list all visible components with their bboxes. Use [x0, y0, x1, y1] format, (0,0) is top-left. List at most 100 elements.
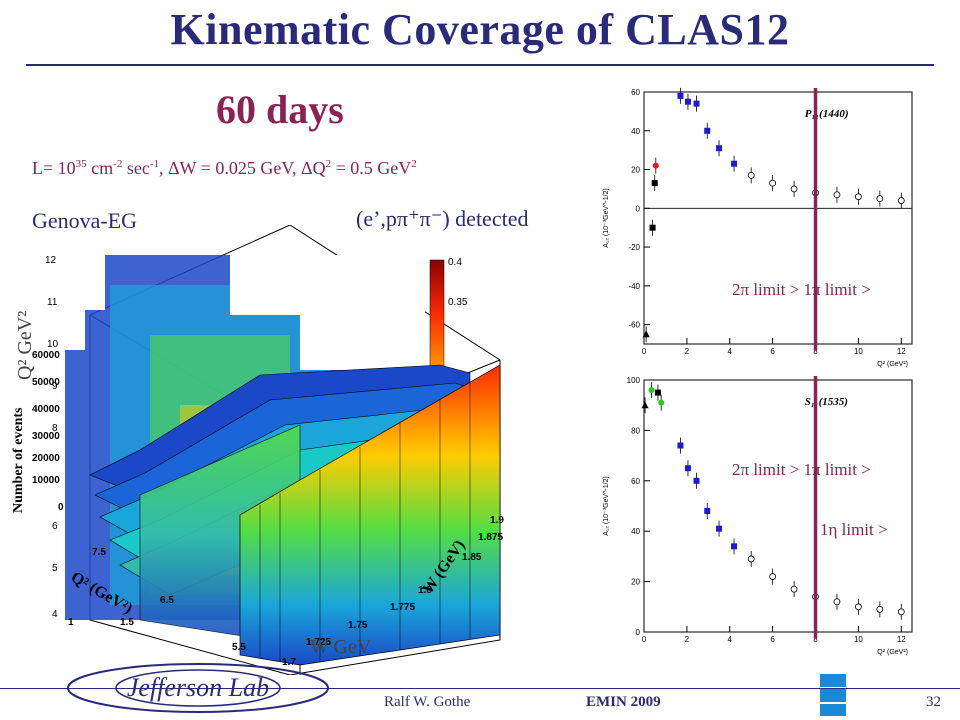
y-tick-label: 0 — [636, 628, 641, 637]
scale-tick-0.35: 0.35 — [448, 297, 468, 308]
x-axis-label: Q² (GeV²) — [877, 649, 908, 656]
lumi-l: L= 10 — [32, 158, 76, 178]
x-tick-label: 12 — [897, 347, 906, 356]
y-tick-label: 60 — [631, 477, 640, 486]
x-tick-label: 8 — [813, 347, 818, 356]
data-point — [704, 127, 711, 134]
y-tick-label: 40 — [631, 527, 640, 536]
w-tick-1.8: 1.8 — [418, 585, 432, 596]
plot-frame — [643, 91, 913, 345]
footer-author: Ralf W. Gothe — [384, 694, 471, 710]
days-heading: 60 days — [216, 87, 344, 132]
data-point — [876, 605, 884, 613]
x-tick-label: 4 — [728, 347, 733, 356]
data-point — [654, 389, 661, 396]
y-tick-label: 80 — [631, 426, 640, 435]
data-point — [658, 399, 665, 406]
footer-rule — [0, 688, 960, 689]
jefferson-lab-logo: Jefferson Lab — [67, 663, 329, 713]
w-tick-1.75: 1.75 — [348, 620, 368, 631]
data-point — [833, 598, 841, 606]
data-point — [876, 195, 884, 203]
data-point — [704, 508, 711, 515]
x-tick-label: 2 — [685, 635, 690, 644]
data-point — [731, 543, 738, 550]
z-tick-20000: 20000 — [32, 453, 60, 464]
z-axis-label: Number of events — [11, 407, 26, 513]
x-tick-label: 0 — [642, 635, 647, 644]
y-axis-label: A₁₂ (10⁻³GeV^-1/2) — [603, 188, 610, 248]
plot-title: P₁₁(1440) — [805, 108, 849, 120]
z-axis: 60000 50000 40000 30000 20000 10000 0 Nu… — [11, 350, 64, 513]
q2-tick-9: 9 — [52, 381, 58, 392]
luminosity-line: L= 1035 cm-2 sec-1, ΔW = 0.025 GeV, ΔQ2 … — [32, 158, 417, 179]
footer-page-number: 32 — [926, 694, 941, 710]
lego-histogram — [89, 364, 501, 666]
data-point — [677, 442, 684, 449]
lumi-q-exp: 2 — [325, 158, 332, 170]
s11-plot: 100 80 60 40 20 00 2 4 6 8 10 12 A₁₂ (10⁻³GeV^-1/2) Q… — [603, 376, 913, 656]
y-tick-label: 60 — [631, 88, 640, 97]
x-tick-label: 2 — [685, 347, 690, 356]
data-point — [833, 191, 841, 199]
q2-tick-11: 11 — [47, 297, 58, 308]
x-tick-label: 12 — [897, 635, 906, 644]
p11-plot: 60 40 20 0 -20 -40 -60 0 2 4 6 8 10 12 A₁₂ (10⁻³GeV^-1… — [603, 87, 913, 368]
z-tick-0: 0 — [58, 502, 64, 513]
data-point — [897, 197, 905, 204]
data-point — [652, 162, 659, 169]
q2-tick-5: 5 — [52, 563, 58, 574]
scale-tick-0.4: 0.4 — [448, 257, 462, 268]
w-tick-1.775: 1.775 — [390, 602, 415, 613]
data-point — [854, 193, 862, 201]
logo-text: Jefferson Lab — [127, 673, 269, 702]
w-tick-1.875: 1.875 — [478, 532, 503, 543]
footer-conference: EMIN 2009 — [586, 694, 661, 710]
heatmap-gaps — [65, 255, 425, 370]
q2f-tick-5.5: 5.5 — [232, 642, 246, 653]
data-point — [790, 185, 798, 193]
x-tick-label: 4 — [728, 635, 733, 644]
data-point — [677, 92, 684, 99]
data-point — [747, 171, 755, 179]
data-point — [641, 401, 649, 409]
w-tick-1.725: 1.725 — [306, 637, 331, 648]
generator-label: Genova-EG — [32, 208, 138, 233]
group-logo — [820, 674, 846, 716]
lumi-cm-exp: -2 — [113, 158, 123, 170]
detected-label: (e’,pπ⁺π⁻) detected — [356, 206, 529, 231]
w-tick-1.85: 1.85 — [462, 552, 482, 563]
lumi-sec-exp: -1 — [149, 158, 159, 170]
data-point — [642, 330, 650, 338]
q2f-tick-1: 1 — [68, 617, 74, 628]
w-tick-1.7: 1.7 — [282, 657, 296, 668]
data-point — [854, 603, 862, 611]
q2f-tick-6.5: 6.5 — [160, 595, 174, 606]
z-tick-30000: 30000 — [32, 431, 60, 442]
limit-label-eta: 1η limit > — [820, 520, 888, 539]
z-tick-40000: 40000 — [32, 404, 60, 415]
lumi-gev-exp: 2 — [411, 158, 417, 170]
q2-tick-10: 10 — [47, 339, 59, 350]
plot-frame — [643, 379, 913, 633]
y-axis-label: A₁₂ (10⁻³GeV^-1/2) — [603, 476, 610, 536]
slide-title: Kinematic Coverage of CLAS12 — [170, 5, 790, 54]
data-point — [716, 145, 723, 152]
data-point — [693, 477, 700, 484]
data-point — [790, 585, 798, 593]
y-tick-label: -20 — [628, 243, 640, 252]
title-underline — [26, 64, 934, 66]
q2f-tick-7.5: 7.5 — [92, 547, 106, 558]
x-tick-label: 8 — [813, 635, 818, 644]
w-tick-1.9: 1.9 — [490, 515, 504, 526]
y-tick-label: 20 — [631, 578, 640, 587]
x-axis-label: Q² (GeV²) — [877, 361, 908, 368]
data-point — [731, 160, 738, 167]
z-tick-60000: 60000 — [32, 350, 60, 361]
data-point — [769, 573, 777, 580]
data-point — [651, 180, 658, 187]
x-tick-label: 6 — [770, 635, 775, 644]
limit-label-top: 2π limit > 1π limit > — [732, 280, 871, 299]
data-point — [897, 608, 905, 616]
coverage-3d-plot: 12 11 10 9 8 6 5 4 0.4 0.35 — [11, 225, 504, 675]
